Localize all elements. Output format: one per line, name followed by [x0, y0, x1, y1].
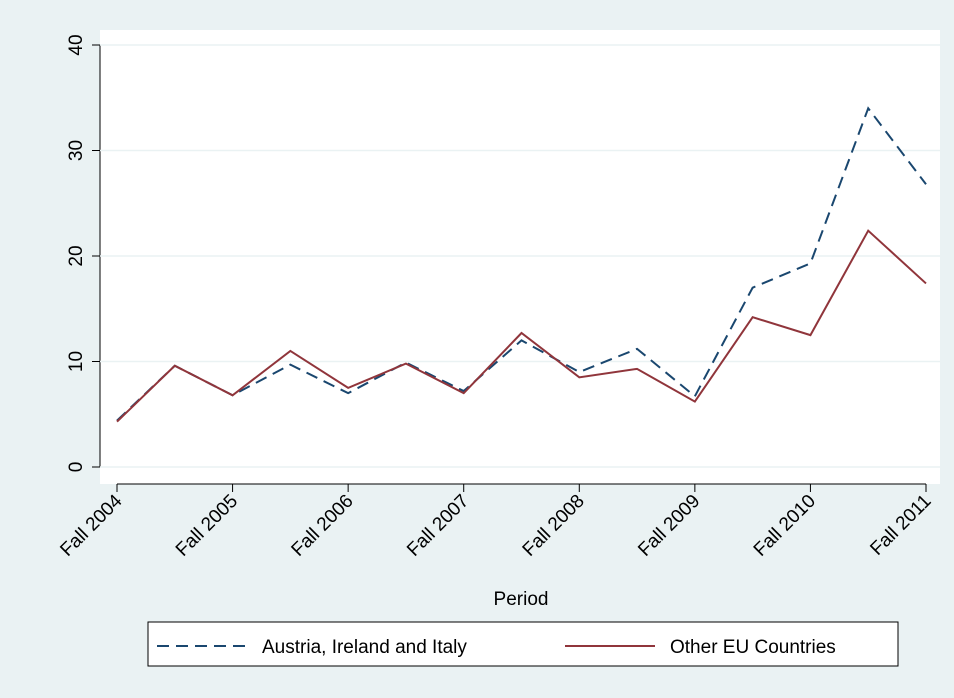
series-line: [116, 106, 927, 422]
y-tick-label: 10: [66, 351, 87, 372]
plot-area: [100, 30, 940, 484]
legend: [147, 621, 899, 667]
y-tick-label: 30: [66, 140, 87, 161]
series-line: [116, 229, 927, 423]
x-axis-label: Period: [494, 589, 549, 610]
y-tick-label: 20: [66, 245, 87, 266]
y-tick-label: 40: [66, 34, 87, 55]
legend-label: Other EU Countries: [670, 637, 836, 658]
legend-label: Austria, Ireland and Italy: [262, 637, 467, 658]
y-tick-label: 0: [66, 462, 87, 473]
